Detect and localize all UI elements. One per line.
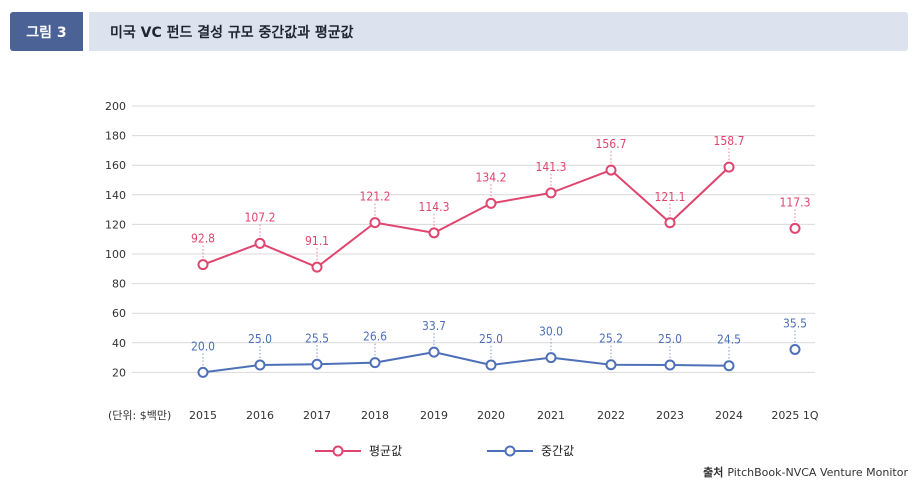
mean-data-point [789,222,801,234]
mean-data-point [369,217,381,229]
x-tick-label: 2020 [477,409,505,422]
mean-data-label: 156.7 [596,137,627,151]
mean-data-label: 121.2 [360,190,391,204]
legend-median-label: 중간값 [541,444,575,458]
legend-mean-marker [315,445,361,456]
y-tick-label: 120 [105,218,126,231]
y-tick-label: 100 [105,248,126,261]
legend-item-mean: 평균값 [315,442,402,459]
legend-mean-label: 평균값 [369,444,403,458]
y-tick-label: 80 [112,278,126,291]
median-data-label: 25.0 [248,332,272,346]
figure-title: 미국 VC 펀드 결성 규모 중간값과 평균값 [110,24,354,41]
mean-data-point [545,187,557,199]
unit-label: (단위: $백만) [108,409,171,422]
y-tick-label: 60 [112,307,126,320]
x-tick-label: 2019 [420,409,448,422]
x-tick-label: 2022 [597,409,625,422]
figure-title-bar: 미국 VC 펀드 결성 규모 중간값과 평균값 [89,12,908,51]
x-tick-label: 2015 [189,409,217,422]
median-data-point [311,358,323,370]
y-tick-label: 40 [112,337,126,350]
mean-data-label: 92.8 [191,232,215,246]
mean-data-point [428,227,440,239]
mean-data-point [197,259,209,271]
median-data-label: 25.2 [599,332,623,346]
mean-data-label: 134.2 [476,170,507,184]
x-tick-label: 2021 [537,409,565,422]
line-chart: 20 40 60 80 100 120 140 160 180 200 (단위: $백만) 2015 2… [105,100,819,422]
y-tick-label: 200 [105,100,126,113]
legend-median-marker [487,445,533,456]
mean-data-point [605,164,617,176]
median-data-label: 25.0 [479,332,503,346]
median-data-point [545,352,557,364]
x-tick-label: 2017 [303,409,331,422]
median-data-point [197,366,209,378]
mean-data-point [254,237,266,249]
source-note: 출처 PitchBook-NVCA Venture Monitor [703,464,908,480]
median-data-point [369,357,381,369]
y-tick-label: 20 [112,366,126,379]
y-tick-label: 140 [105,189,126,202]
figure-number: 그림 3 [26,24,67,41]
mean-data-label: 91.1 [305,234,329,248]
figure-header: 그림 3 미국 VC 펀드 결성 규모 중간값과 평균값 [10,12,908,51]
median-series-line [202,351,730,374]
median-data-label: 25.5 [305,331,329,345]
mean-data-point [723,161,735,173]
mean-data-label: 141.3 [536,160,567,174]
x-tick-label: 2024 [715,409,743,422]
median-data-label: 25.0 [658,332,682,346]
median-data-label: 35.5 [783,316,807,330]
median-data-point [254,359,266,371]
mean-data-label: 107.2 [245,210,276,224]
mean-data-point [664,217,676,229]
figure-number-tag: 그림 3 [10,12,83,51]
mean-data-point [311,261,323,273]
median-data-point [485,359,497,371]
median-data-label: 26.6 [363,330,387,344]
x-tick-label: 2016 [246,409,274,422]
median-data-label: 20.0 [191,339,215,353]
median-data-point [428,346,440,358]
median-data-label: 33.7 [422,319,446,333]
mean-data-label: 158.7 [714,134,745,148]
mean-data-label: 114.3 [419,200,450,214]
median-data-point [664,359,676,371]
source-label: 출처 [703,466,724,479]
x-tick-label: 2023 [656,409,684,422]
legend-item-median: 중간값 [487,442,574,459]
mean-data-point [485,197,497,209]
median-data-point [723,360,735,372]
median-data-point [605,359,617,371]
mean-data-label: 117.3 [780,195,811,209]
mean-series-line [202,166,730,269]
median-data-label: 24.5 [717,333,741,347]
median-data-point [789,343,801,355]
y-tick-label: 180 [105,130,126,143]
median-data-label: 30.0 [539,325,563,339]
y-tick-label: 160 [105,159,126,172]
mean-data-label: 121.1 [655,190,686,204]
x-tick-label: 2025 1Q [771,409,818,422]
x-tick-label: 2018 [361,409,389,422]
source-text: PitchBook-NVCA Venture Monitor [727,466,908,479]
